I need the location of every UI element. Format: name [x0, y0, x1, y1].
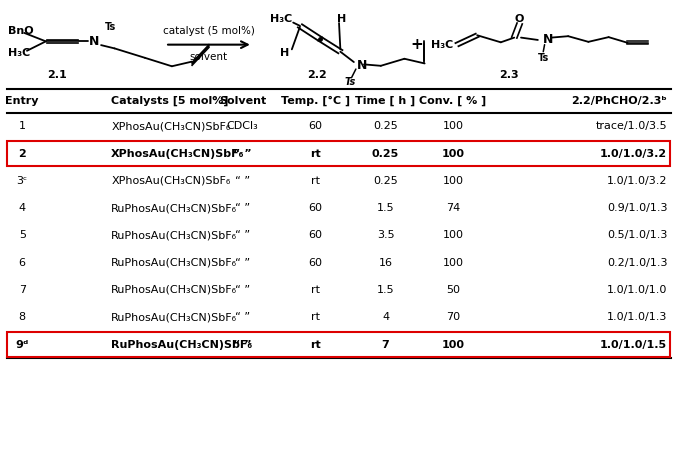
Text: 100: 100: [442, 121, 464, 132]
Text: 1.0/1.0/1.0: 1.0/1.0/1.0: [607, 285, 667, 295]
Text: rt: rt: [311, 176, 320, 186]
Text: 0.25: 0.25: [373, 121, 398, 132]
Text: XPhosAu(CH₃CN)SbF₆: XPhosAu(CH₃CN)SbF₆: [111, 176, 231, 186]
Text: Time [ h ]: Time [ h ]: [355, 96, 416, 106]
Text: H₃C: H₃C: [270, 14, 292, 24]
Text: 1.5: 1.5: [377, 203, 394, 213]
Text: 0.5/1.0/1.3: 0.5/1.0/1.3: [607, 230, 667, 241]
Text: 100: 100: [442, 176, 464, 186]
Text: 74: 74: [446, 203, 460, 213]
Text: rt: rt: [311, 285, 320, 295]
Text: catalyst (5 mol%): catalyst (5 mol%): [163, 26, 255, 37]
Text: 100: 100: [442, 230, 464, 241]
Text: Ts: Ts: [345, 77, 356, 87]
Text: 3ᶜ: 3ᶜ: [17, 176, 28, 186]
Text: solvent: solvent: [190, 52, 228, 63]
Text: RuPhosAu(CH₃CN)SbF₆: RuPhosAu(CH₃CN)SbF₆: [111, 203, 237, 213]
Text: 0.2/1.0/1.3: 0.2/1.0/1.3: [607, 258, 667, 268]
Text: RuPhosAu(CH₃CN)SbF₆: RuPhosAu(CH₃CN)SbF₆: [111, 230, 237, 241]
Text: 2.2/PhCHO/2.3ᵇ: 2.2/PhCHO/2.3ᵇ: [572, 96, 667, 106]
Text: N: N: [543, 33, 553, 47]
Text: 70: 70: [446, 312, 460, 322]
Text: rt: rt: [311, 312, 320, 322]
Text: “ ”: “ ”: [235, 285, 250, 295]
Text: 4: 4: [382, 312, 389, 322]
Text: 7: 7: [381, 339, 390, 350]
Text: Solvent: Solvent: [219, 96, 266, 106]
Text: RuPhosAu(CH₃CN)SbF₆: RuPhosAu(CH₃CN)SbF₆: [111, 339, 253, 350]
Text: 1.0/1.0/3.2: 1.0/1.0/3.2: [600, 149, 667, 159]
Text: Ts: Ts: [538, 53, 549, 63]
Text: RuPhosAu(CH₃CN)SbF₆: RuPhosAu(CH₃CN)SbF₆: [111, 312, 237, 322]
Text: “ ”: “ ”: [233, 149, 252, 159]
Text: 60: 60: [309, 258, 322, 268]
Text: H: H: [337, 14, 346, 24]
Text: 0.9/1.0/1.3: 0.9/1.0/1.3: [607, 203, 667, 213]
Text: N: N: [357, 59, 367, 72]
Text: 1.0/1.0/3.2: 1.0/1.0/3.2: [607, 176, 667, 186]
Text: Temp. [°C ]: Temp. [°C ]: [281, 96, 350, 106]
Text: 7: 7: [19, 285, 26, 295]
Text: 100: 100: [442, 258, 464, 268]
Text: 2.3: 2.3: [499, 70, 519, 80]
Text: XPhosAu(CH₃CN)SbF₆: XPhosAu(CH₃CN)SbF₆: [111, 121, 231, 132]
Text: 60: 60: [309, 230, 322, 241]
Text: 1: 1: [19, 121, 26, 132]
Text: “ ”: “ ”: [235, 258, 250, 268]
Text: 16: 16: [379, 258, 392, 268]
Text: N: N: [89, 35, 100, 48]
Text: rt: rt: [310, 339, 321, 350]
Text: trace/1.0/3.5: trace/1.0/3.5: [596, 121, 667, 132]
Text: 4: 4: [19, 203, 26, 213]
Text: 3.5: 3.5: [377, 230, 394, 241]
Text: BnO: BnO: [8, 25, 34, 36]
Text: 5: 5: [19, 230, 26, 241]
Text: O: O: [515, 14, 524, 24]
Text: “ ”: “ ”: [233, 339, 252, 350]
Text: 2.2: 2.2: [307, 70, 327, 80]
Text: 8: 8: [19, 312, 26, 322]
Text: H₃C: H₃C: [431, 39, 454, 50]
Text: Conv. [ % ]: Conv. [ % ]: [419, 96, 487, 106]
Text: 100: 100: [441, 339, 464, 350]
Text: 9ᵈ: 9ᵈ: [16, 339, 29, 350]
Text: 0.25: 0.25: [373, 176, 398, 186]
Text: 1.0/1.0/1.5: 1.0/1.0/1.5: [600, 339, 667, 350]
Text: 0.25: 0.25: [372, 149, 399, 159]
Text: 1.5: 1.5: [377, 285, 394, 295]
Text: Entry: Entry: [5, 96, 39, 106]
Text: “ ”: “ ”: [235, 230, 250, 241]
Text: 6: 6: [19, 258, 26, 268]
Text: rt: rt: [310, 149, 321, 159]
Text: 60: 60: [309, 203, 322, 213]
Text: “ ”: “ ”: [235, 176, 250, 186]
Text: 100: 100: [441, 149, 464, 159]
Text: 2: 2: [18, 149, 26, 159]
Text: H₃C: H₃C: [8, 47, 30, 58]
Text: XPhosAu(CH₃CN)SbF₆: XPhosAu(CH₃CN)SbF₆: [111, 149, 245, 159]
Text: 2.1: 2.1: [47, 70, 67, 80]
Text: +: +: [410, 37, 423, 52]
Text: Ts: Ts: [104, 22, 116, 32]
Text: “ ”: “ ”: [235, 312, 250, 322]
Text: 60: 60: [309, 121, 322, 132]
Text: 50: 50: [446, 285, 460, 295]
Text: CDCl₃: CDCl₃: [226, 121, 259, 132]
Text: RuPhosAu(CH₃CN)SbF₆: RuPhosAu(CH₃CN)SbF₆: [111, 258, 237, 268]
Text: “ ”: “ ”: [235, 203, 250, 213]
Text: Catalysts [5 mol%]: Catalysts [5 mol%]: [111, 96, 228, 106]
Text: RuPhosAu(CH₃CN)SbF₆: RuPhosAu(CH₃CN)SbF₆: [111, 285, 237, 295]
Text: 1.0/1.0/1.3: 1.0/1.0/1.3: [607, 312, 667, 322]
Text: H: H: [280, 48, 290, 58]
